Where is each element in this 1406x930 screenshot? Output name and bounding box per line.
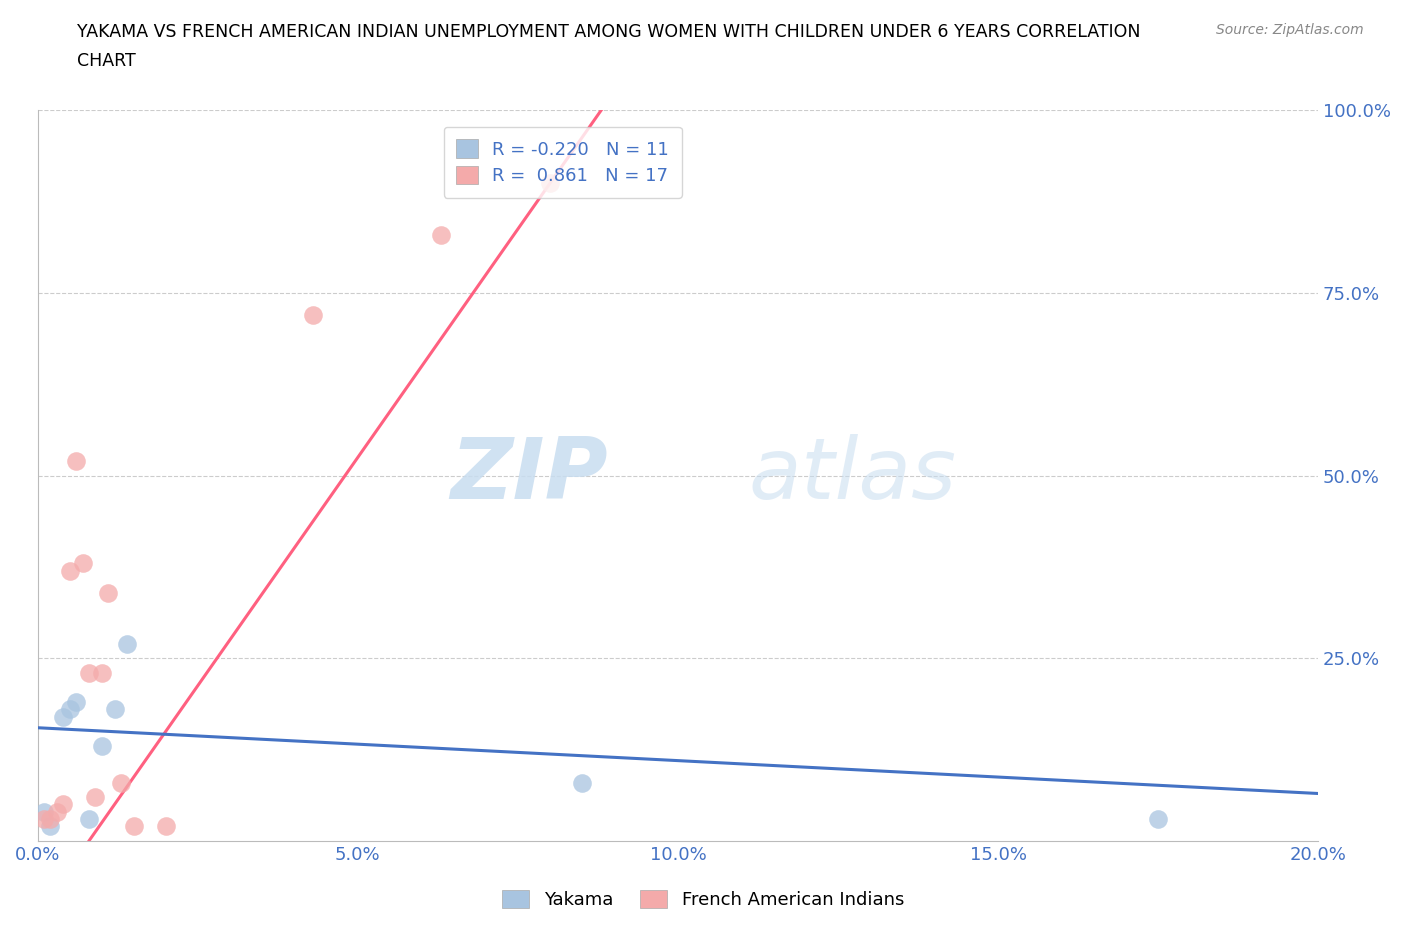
Point bbox=[1147, 812, 1170, 827]
Point bbox=[110, 775, 132, 790]
Point bbox=[59, 702, 82, 717]
Text: atlas: atlas bbox=[748, 434, 956, 517]
Point bbox=[77, 812, 100, 827]
Legend: Yakama, French American Indians: Yakama, French American Indians bbox=[495, 883, 911, 916]
Point bbox=[32, 812, 55, 827]
Point bbox=[52, 797, 75, 812]
Point bbox=[84, 790, 107, 804]
Point bbox=[45, 804, 67, 819]
Point bbox=[39, 812, 62, 827]
Point bbox=[39, 819, 62, 834]
Point bbox=[538, 176, 561, 191]
Point bbox=[122, 819, 145, 834]
Point bbox=[117, 636, 139, 651]
Point bbox=[77, 666, 100, 681]
Point bbox=[65, 695, 87, 710]
Point bbox=[32, 804, 55, 819]
Point bbox=[59, 564, 82, 578]
Legend: R = -0.220   N = 11, R =  0.861   N = 17: R = -0.220 N = 11, R = 0.861 N = 17 bbox=[444, 126, 682, 198]
Point bbox=[90, 666, 112, 681]
Point bbox=[155, 819, 177, 834]
Point bbox=[52, 710, 75, 724]
Text: ZIP: ZIP bbox=[450, 434, 607, 517]
Text: CHART: CHART bbox=[77, 52, 136, 70]
Point bbox=[90, 738, 112, 753]
Point bbox=[72, 556, 94, 571]
Point bbox=[103, 702, 125, 717]
Point bbox=[302, 308, 325, 323]
Text: Source: ZipAtlas.com: Source: ZipAtlas.com bbox=[1216, 23, 1364, 37]
Text: YAKAMA VS FRENCH AMERICAN INDIAN UNEMPLOYMENT AMONG WOMEN WITH CHILDREN UNDER 6 : YAKAMA VS FRENCH AMERICAN INDIAN UNEMPLO… bbox=[77, 23, 1140, 41]
Point bbox=[65, 454, 87, 469]
Point bbox=[571, 775, 593, 790]
Point bbox=[97, 585, 120, 600]
Point bbox=[430, 227, 453, 242]
